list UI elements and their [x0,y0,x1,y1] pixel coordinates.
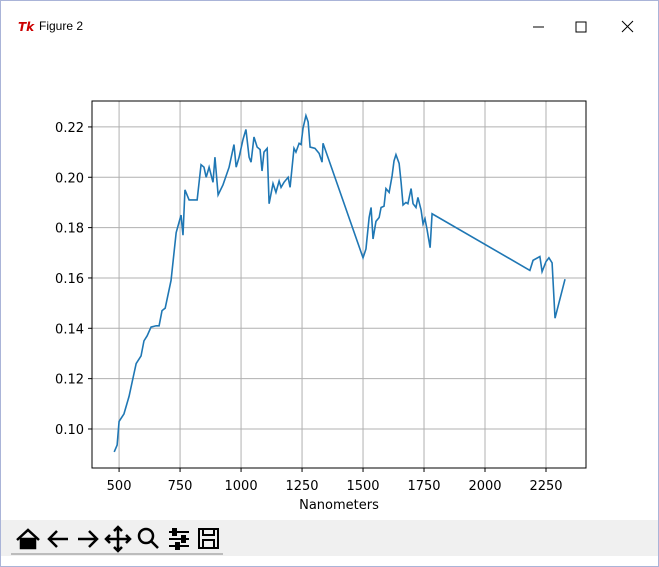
x-tick-label: 1250 [285,479,318,494]
y-tick-label: 0.16 [55,272,84,287]
x-tick-label: 2000 [468,479,501,494]
toolbar [1,520,658,556]
y-tick-label: 0.12 [55,373,84,388]
y-tick-label: 0.22 [55,121,84,136]
chart: Nanometers 500 750 1000 1250 1500 1750 2000 225… [55,100,587,513]
svg-text:Tk: Tk [18,20,35,34]
y-tick-label: 0.14 [55,322,84,337]
x-tick-label: 2250 [529,479,562,494]
app-icon: Tk [18,20,35,34]
y-tick-label: 0.20 [55,171,84,186]
y-tick-label: 0.10 [55,423,84,438]
close[interactable] [621,20,634,33]
x-tick-label: 1000 [225,479,258,494]
x-tick-label: 1750 [407,479,440,494]
x-tick-label: 750 [168,479,193,494]
y-tick-label: 0.18 [55,222,84,237]
maximize[interactable] [575,21,587,33]
configure-button[interactable] [169,528,189,550]
window-title: Figure 2 [39,19,84,33]
toolbar-buttons [11,525,223,555]
back-button[interactable] [47,530,68,548]
x-tick-label: 500 [107,479,132,494]
zoom-button[interactable] [137,527,159,549]
window-controls[interactable] [518,11,658,41]
pan-button[interactable] [104,525,132,553]
data-line [113,112,566,453]
save-button[interactable] [198,528,219,549]
title-bar: Tk Figure 2 [1,1,658,51]
plot-frame [91,100,587,469]
x-tick-label: 1500 [346,479,379,494]
forward-button[interactable] [78,530,99,548]
home-button[interactable] [16,528,40,550]
x-axis-label: Nanometers [299,498,379,513]
